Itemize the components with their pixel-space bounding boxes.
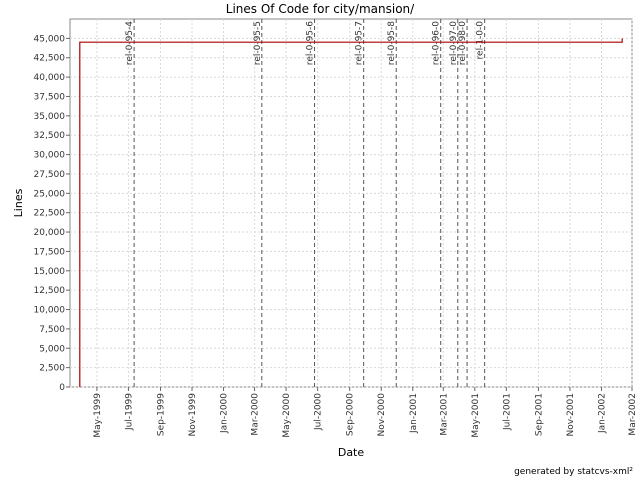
y-tick-label: 17,500	[34, 247, 66, 257]
release-marker-label: rel-0-95-4	[125, 21, 135, 65]
y-tick-label: 42,500	[34, 54, 66, 64]
release-marker-label: rel-1-0-0	[476, 21, 486, 60]
x-tick-label: Sep-1999	[156, 393, 166, 436]
x-tick-label: May-2000	[282, 393, 292, 438]
release-marker-label: rel-0-96-0	[432, 21, 442, 65]
y-tick-label: 30,000	[34, 151, 66, 161]
x-tick-label: Jul-1999	[124, 393, 134, 431]
y-tick-label: 7,500	[39, 325, 65, 335]
y-tick-label: 40,000	[34, 73, 66, 83]
y-tick-label: 32,500	[34, 131, 66, 141]
release-marker-label: rel-0-98-0	[458, 21, 468, 65]
release-marker-label: rel-0-95-8	[387, 21, 397, 65]
x-tick-label: Sep-2001	[534, 393, 544, 436]
y-tick-label: 20,000	[34, 228, 66, 238]
chart-title: Lines Of Code for city/mansion/	[226, 2, 415, 16]
x-tick-label: Nov-2001	[566, 393, 576, 436]
y-tick-label: 0	[59, 383, 65, 393]
x-tick-label: Mar-2000	[251, 393, 261, 436]
x-tick-label: Mar-2001	[439, 393, 449, 436]
y-tick-label: 35,000	[34, 112, 66, 122]
grid-layer	[70, 19, 633, 388]
footer-credit: generated by statcvs-xml²	[514, 467, 633, 477]
y-tick-label: 45,000	[34, 34, 66, 44]
x-tick-label: Jul-2001	[502, 393, 512, 431]
y-tick-label: 10,000	[34, 306, 66, 316]
x-tick-label: Sep-2000	[346, 393, 356, 436]
x-tick-label: Jul-2000	[314, 393, 324, 431]
y-tick-label: 27,500	[34, 170, 66, 180]
release-marker-label: rel-0-95-5	[253, 21, 263, 65]
x-tick-label: Mar-2002	[628, 393, 638, 436]
release-markers: rel-0-95-4 rel-0-95-5 rel-0-95-6 rel-0-95-7…	[125, 19, 486, 387]
x-tick-label: Nov-1999	[188, 393, 198, 437]
y-tick-label: 37,500	[34, 92, 66, 102]
plot-area	[69, 18, 633, 388]
y-tick-label: 22,500	[34, 209, 66, 219]
x-tick-label: May-1999	[93, 393, 103, 438]
x-axis-label: Date	[338, 446, 365, 459]
lines-of-code-line	[79, 38, 623, 387]
y-tick-label: 5,000	[39, 344, 65, 354]
x-tick-label: May-2001	[471, 393, 481, 438]
series-layer	[79, 38, 623, 387]
release-marker-label: rel-0-97-0	[449, 21, 459, 65]
y-tick-label: 12,500	[34, 286, 66, 296]
x-tick-label: Nov-2000	[377, 393, 387, 437]
x-tick-label: Jan-2001	[409, 393, 419, 434]
axis-layer: 0 2,500 5,000 7,500 10,000 12,500 15,000 17,500…	[34, 34, 639, 437]
y-axis-label: Lines	[12, 188, 25, 217]
x-tick-label: Jan-2002	[597, 393, 607, 434]
y-tick-label: 25,000	[34, 189, 66, 199]
x-tick-label: Jan-2000	[220, 393, 230, 434]
release-marker-label: rel-0-95-7	[355, 21, 365, 65]
y-tick-label: 2,500	[39, 364, 65, 374]
release-marker-label: rel-0-95-6	[306, 21, 316, 65]
y-tick-label: 15,000	[34, 267, 66, 277]
